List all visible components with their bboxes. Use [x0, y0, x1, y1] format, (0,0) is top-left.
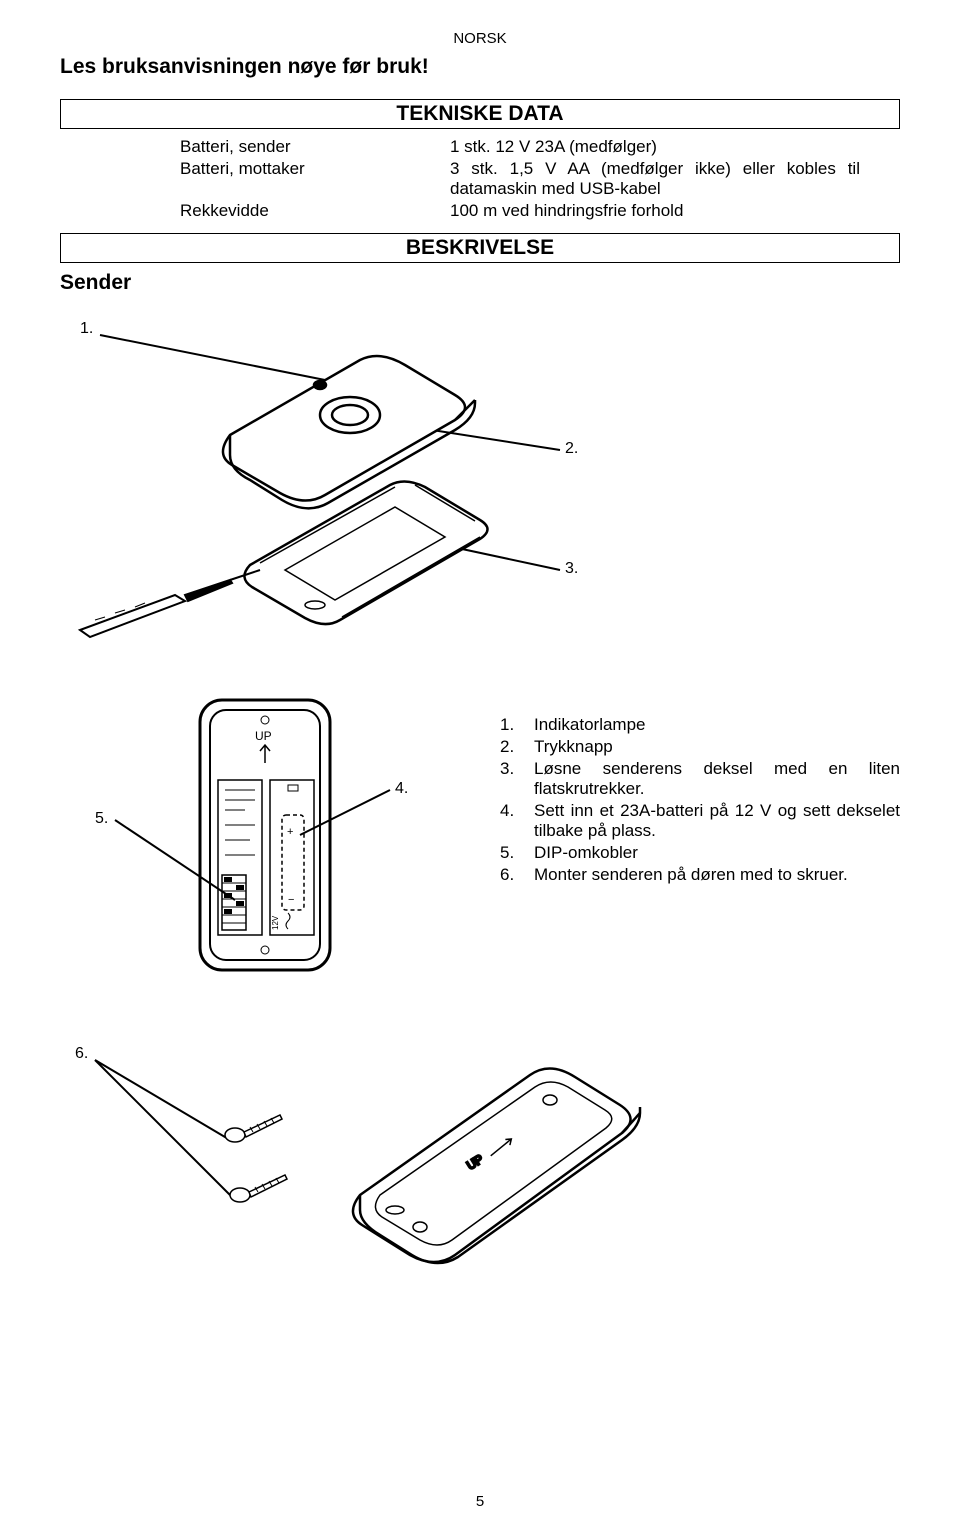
- specs-row: Batteri, sender 1 stk. 12 V 23A (medfølg…: [180, 137, 860, 157]
- callout-2: 2.: [565, 440, 578, 458]
- sender-back-icon: UP + − 12V: [60, 685, 480, 985]
- svg-text:−: −: [288, 894, 294, 906]
- callout-6: 6.: [75, 1045, 88, 1063]
- up-label: UP: [255, 729, 272, 743]
- list-item: 3.Løsne senderens deksel med en liten fl…: [500, 759, 900, 799]
- specs-value: 100 m ved hindringsfrie forhold: [450, 201, 860, 221]
- sender-mount-icon: UP: [60, 1005, 900, 1345]
- specs-row: Rekkevidde 100 m ved hindringsfrie forho…: [180, 201, 860, 221]
- section-tech-data: TEKNISKE DATA: [60, 99, 900, 129]
- description-list: 1.Indikatorlampe 2.Trykknapp 3.Løsne sen…: [480, 685, 900, 887]
- list-item: 4.Sett inn et 23A-batteri på 12 V og set…: [500, 801, 900, 841]
- main-instruction: Les bruksanvisningen nøye før bruk!: [60, 55, 900, 79]
- list-item: 6.Monter senderen på døren med to skruer…: [500, 865, 900, 885]
- figure-3: UP 6.: [60, 1005, 900, 1345]
- svg-text:+: +: [287, 826, 293, 838]
- specs-table: Batteri, sender 1 stk. 12 V 23A (medfølg…: [180, 137, 860, 221]
- specs-label: Batteri, sender: [180, 137, 450, 157]
- specs-label: Batteri, mottaker: [180, 159, 450, 199]
- callout-3: 3.: [565, 560, 578, 578]
- sender-title: Sender: [60, 271, 900, 295]
- language-header: NORSK: [60, 30, 900, 47]
- list-item: 2.Trykknapp: [500, 737, 900, 757]
- figure-2: UP + − 12V: [60, 685, 480, 985]
- callout-5: 5.: [95, 810, 108, 828]
- specs-value: 3 stk. 1,5 V AA (medfølger ikke) eller k…: [450, 159, 860, 199]
- sender-exploded-icon: [60, 305, 900, 675]
- section-description: BESKRIVELSE: [60, 233, 900, 263]
- callout-4: 4.: [395, 780, 408, 798]
- page-number: 5: [0, 1493, 960, 1510]
- specs-row: Batteri, mottaker 3 stk. 1,5 V AA (medfø…: [180, 159, 860, 199]
- specs-value: 1 stk. 12 V 23A (medfølger): [450, 137, 860, 157]
- figure-1: 1. 2. 3.: [60, 305, 900, 675]
- svg-text:12V: 12V: [271, 915, 280, 930]
- list-item: 1.Indikatorlampe: [500, 715, 900, 735]
- callout-1: 1.: [80, 320, 93, 338]
- list-item: 5.DIP-omkobler: [500, 843, 900, 863]
- specs-label: Rekkevidde: [180, 201, 450, 221]
